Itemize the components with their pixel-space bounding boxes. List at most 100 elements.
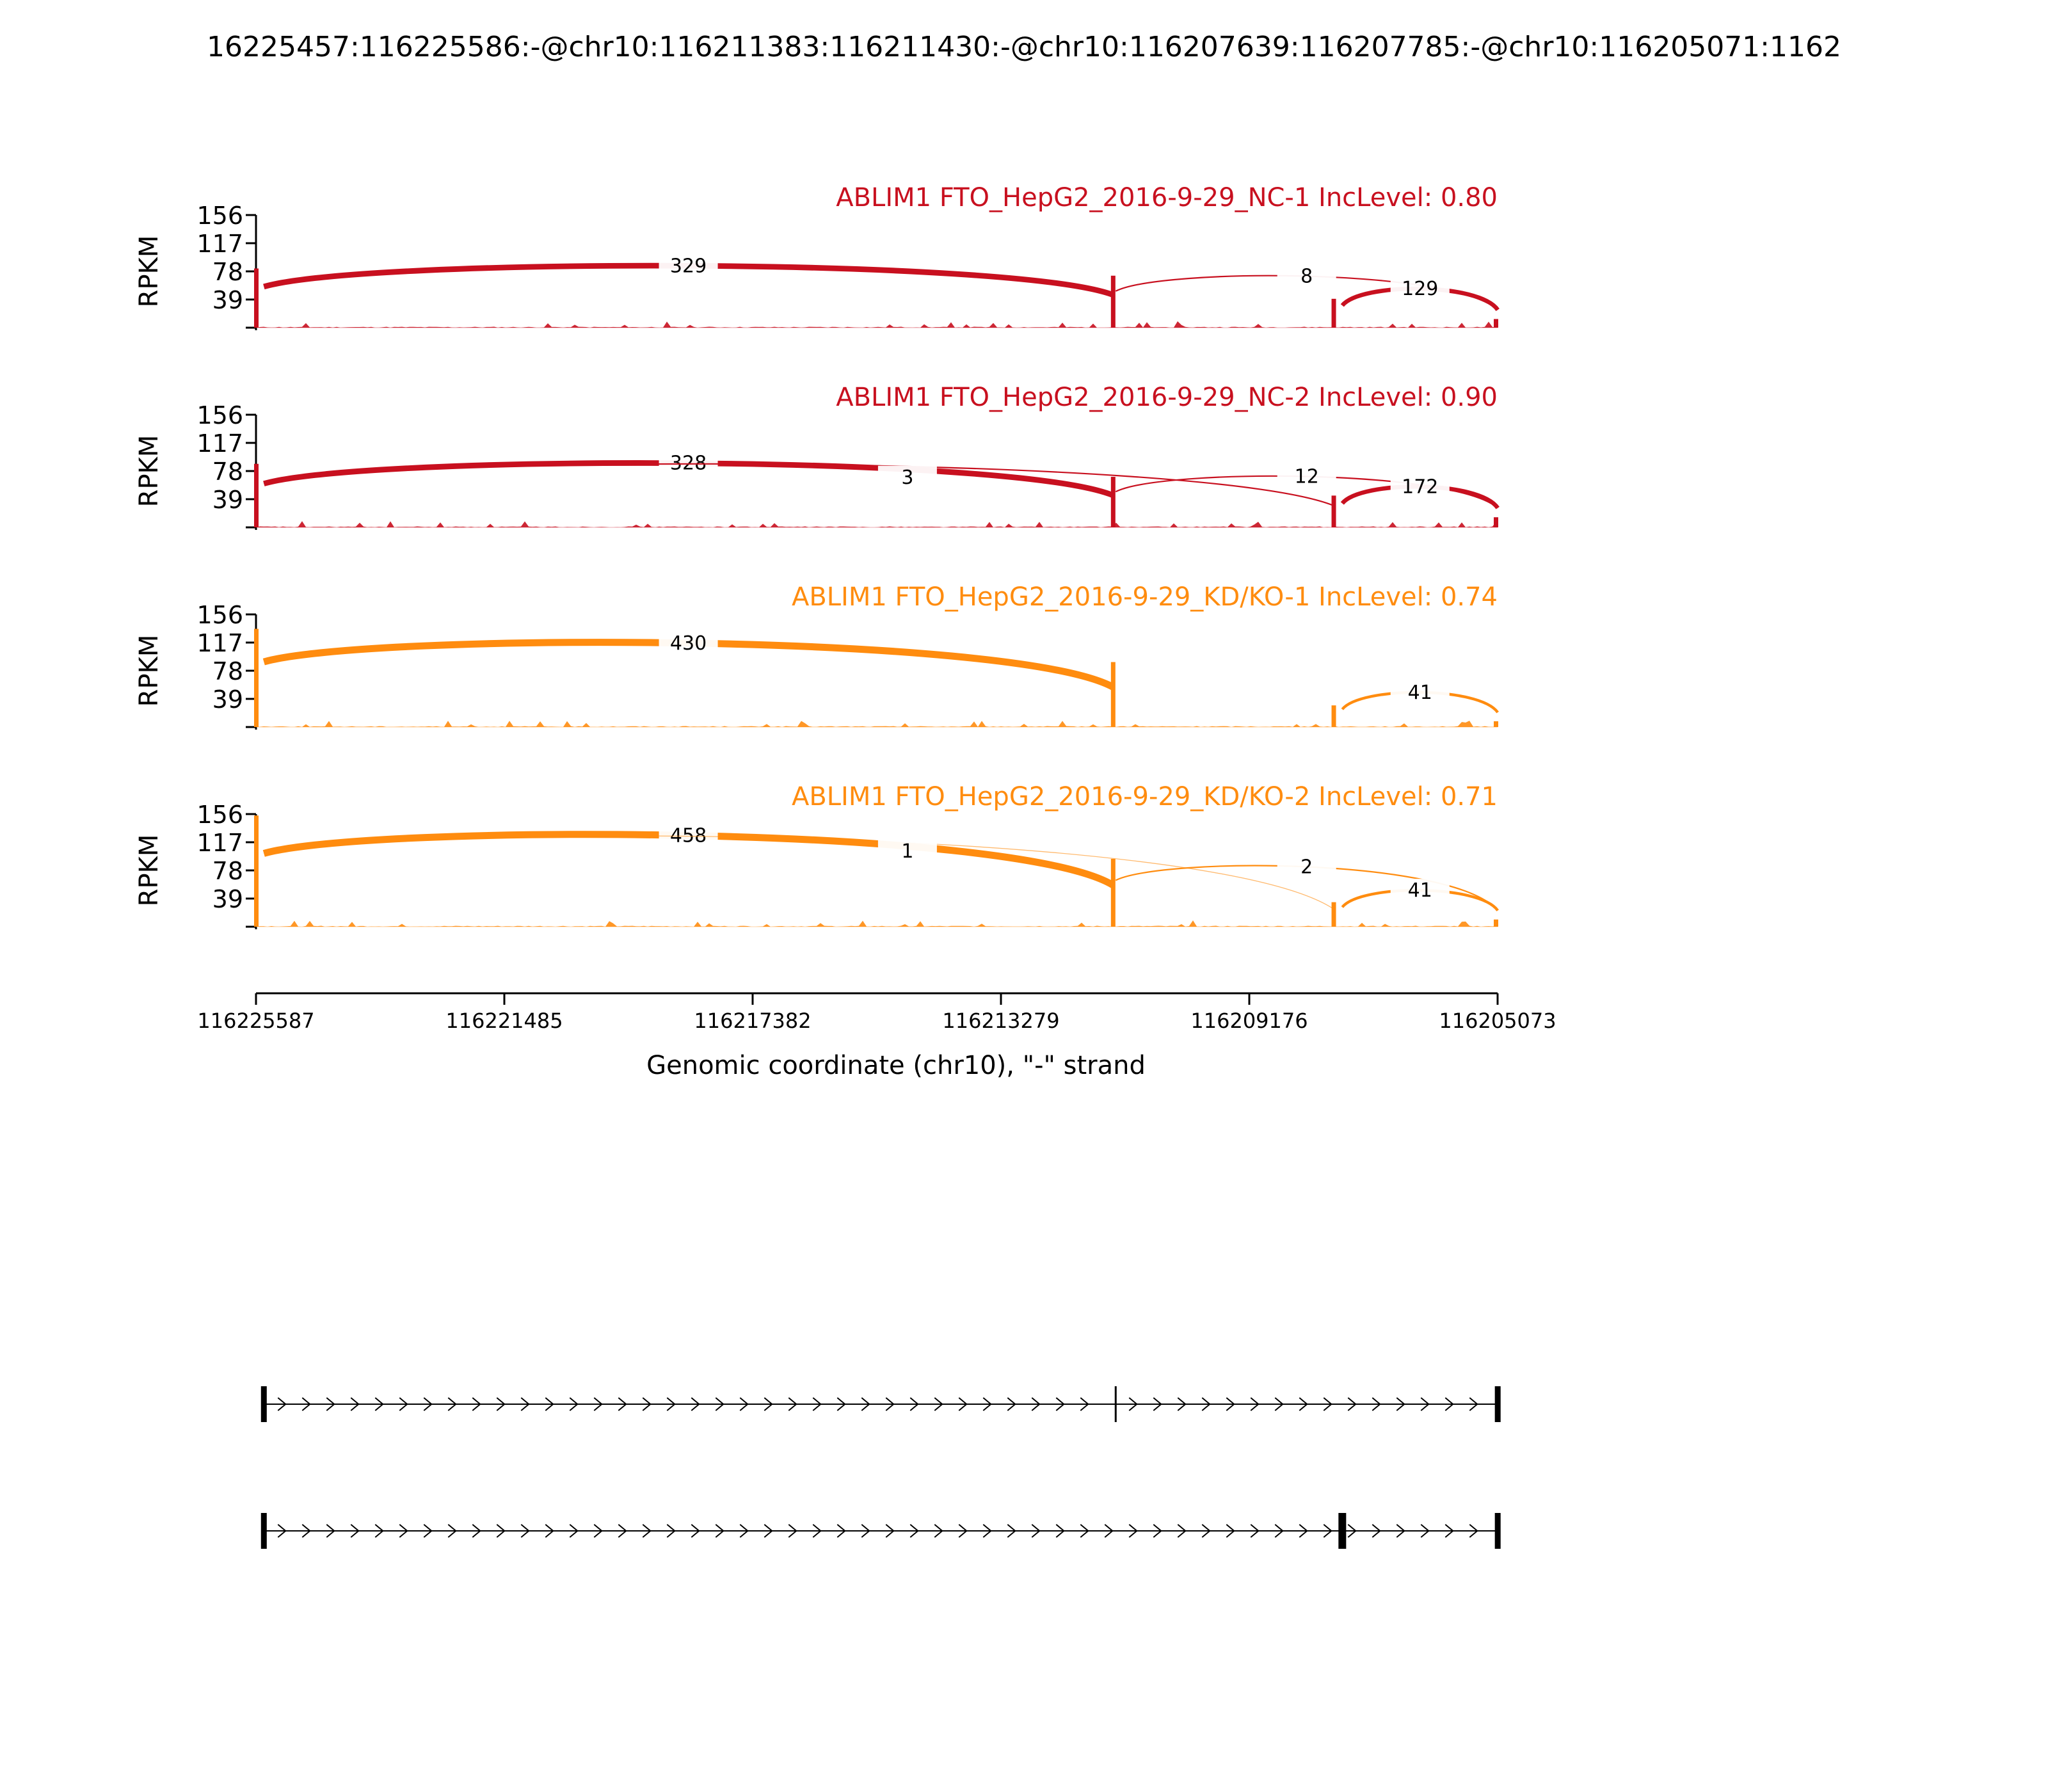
strand-arrow	[812, 1524, 822, 1538]
exon-coverage-bar	[254, 628, 259, 727]
y-tick-label: 39	[212, 486, 243, 514]
junction-label-box	[1390, 475, 1450, 499]
strand-arrow	[520, 1397, 530, 1411]
strand-arrow	[1299, 1524, 1308, 1538]
strand-arrow	[958, 1397, 968, 1411]
junction-label-box	[877, 465, 937, 489]
strand-arrow	[1444, 1397, 1454, 1411]
y-axis-label: RPKM	[134, 635, 164, 707]
x-tick-label: 116225587	[197, 1009, 314, 1033]
strand-arrow	[472, 1397, 481, 1411]
exon-coverage-bar	[1110, 275, 1116, 328]
y-tick-label: 156	[196, 601, 243, 629]
coverage-noise	[256, 321, 1498, 328]
strand-arrow	[788, 1397, 797, 1411]
y-tick-label: 78	[212, 458, 243, 486]
strand-arrow	[764, 1524, 773, 1538]
coverage-noise	[256, 920, 1498, 927]
strand-arrow	[1347, 1524, 1357, 1538]
strand-arrow	[1372, 1397, 1381, 1411]
y-axis-label: RPKM	[134, 835, 164, 907]
strand-arrow	[739, 1524, 749, 1538]
exon-coverage-bar	[1110, 477, 1116, 527]
exon-coverage-bar	[1331, 902, 1336, 927]
exon-block	[1494, 1513, 1501, 1549]
junction-count-label: 41	[1408, 879, 1432, 902]
strand-arrow	[593, 1397, 603, 1411]
strand-arrow	[691, 1524, 700, 1538]
exon-coverage-bar	[1494, 919, 1498, 927]
y-tick-label: 78	[212, 657, 243, 685]
isoform-tracks	[260, 1386, 1501, 1549]
strand-arrow	[666, 1524, 676, 1538]
junction-count-label: 1	[901, 840, 913, 863]
strand-arrow	[423, 1397, 433, 1411]
exon-coverage-bar	[1331, 495, 1336, 527]
strand-arrow	[496, 1397, 506, 1411]
strand-arrow	[399, 1397, 408, 1411]
strand-arrow	[1274, 1397, 1284, 1411]
strand-arrow	[1469, 1397, 1478, 1411]
x-tick-label: 116205073	[1439, 1009, 1556, 1033]
strand-arrow	[423, 1524, 433, 1538]
strand-arrow	[593, 1524, 603, 1538]
strand-arrow	[715, 1397, 724, 1411]
isoform-1	[260, 1386, 1501, 1422]
strand-arrow	[982, 1524, 992, 1538]
strand-arrow	[350, 1397, 360, 1411]
strand-arrow	[1226, 1524, 1235, 1538]
junction-count-label: 329	[670, 255, 707, 277]
coverage-track	[254, 628, 1498, 728]
exon-coverage-bar	[1494, 721, 1498, 727]
strand-arrow	[691, 1397, 700, 1411]
x-tick-label: 116221485	[445, 1009, 563, 1033]
strand-arrow	[277, 1524, 287, 1538]
exon-coverage-bar	[1110, 858, 1116, 927]
junction-label-box	[1277, 264, 1336, 288]
strand-arrow	[764, 1397, 773, 1411]
junction-label-box	[1277, 465, 1336, 488]
strand-arrow	[1469, 1524, 1478, 1538]
strand-arrow	[472, 1524, 481, 1538]
y-axis-label: RPKM	[134, 236, 164, 308]
figure-title: 16225457:116225586:-@chr10:116211383:116…	[207, 31, 1841, 63]
strand-arrow	[1080, 1524, 1089, 1538]
strand-arrow	[1153, 1524, 1162, 1538]
strand-arrow	[618, 1524, 627, 1538]
strand-arrow	[569, 1524, 579, 1538]
strand-arrow	[447, 1397, 457, 1411]
junction-label-box	[659, 254, 718, 278]
strand-arrow	[1323, 1524, 1332, 1538]
strand-arrow	[350, 1524, 360, 1538]
panel-label: ABLIM1 FTO_HepG2_2016-9-29_NC-1 IncLevel…	[836, 183, 1498, 212]
exon-coverage-bar	[1494, 319, 1498, 328]
exon-coverage-bar	[254, 815, 259, 927]
x-tick-label: 116209176	[1190, 1009, 1308, 1033]
strand-arrow	[374, 1397, 384, 1411]
strand-arrow	[861, 1397, 870, 1411]
strand-arrow	[1396, 1524, 1405, 1538]
strand-arrow	[885, 1524, 895, 1538]
strand-arrow	[958, 1524, 968, 1538]
strand-arrow	[934, 1397, 943, 1411]
strand-arrow	[545, 1524, 554, 1538]
y-tick-label: 78	[212, 258, 243, 286]
junction-label-box	[1390, 277, 1450, 301]
strand-arrow	[836, 1397, 846, 1411]
junction-arc	[264, 835, 1334, 909]
strand-arrow	[739, 1397, 749, 1411]
exon-block	[1494, 1386, 1501, 1422]
strand-arrow	[1177, 1524, 1187, 1538]
strand-arrow	[569, 1397, 579, 1411]
coverage-noise	[256, 721, 1498, 727]
y-tick-label: 117	[196, 829, 243, 857]
strand-arrow	[399, 1524, 408, 1538]
panel-label: ABLIM1 FTO_HepG2_2016-9-29_NC-2 IncLevel…	[836, 383, 1498, 412]
strand-arrow	[520, 1524, 530, 1538]
exon-block	[260, 1513, 267, 1549]
